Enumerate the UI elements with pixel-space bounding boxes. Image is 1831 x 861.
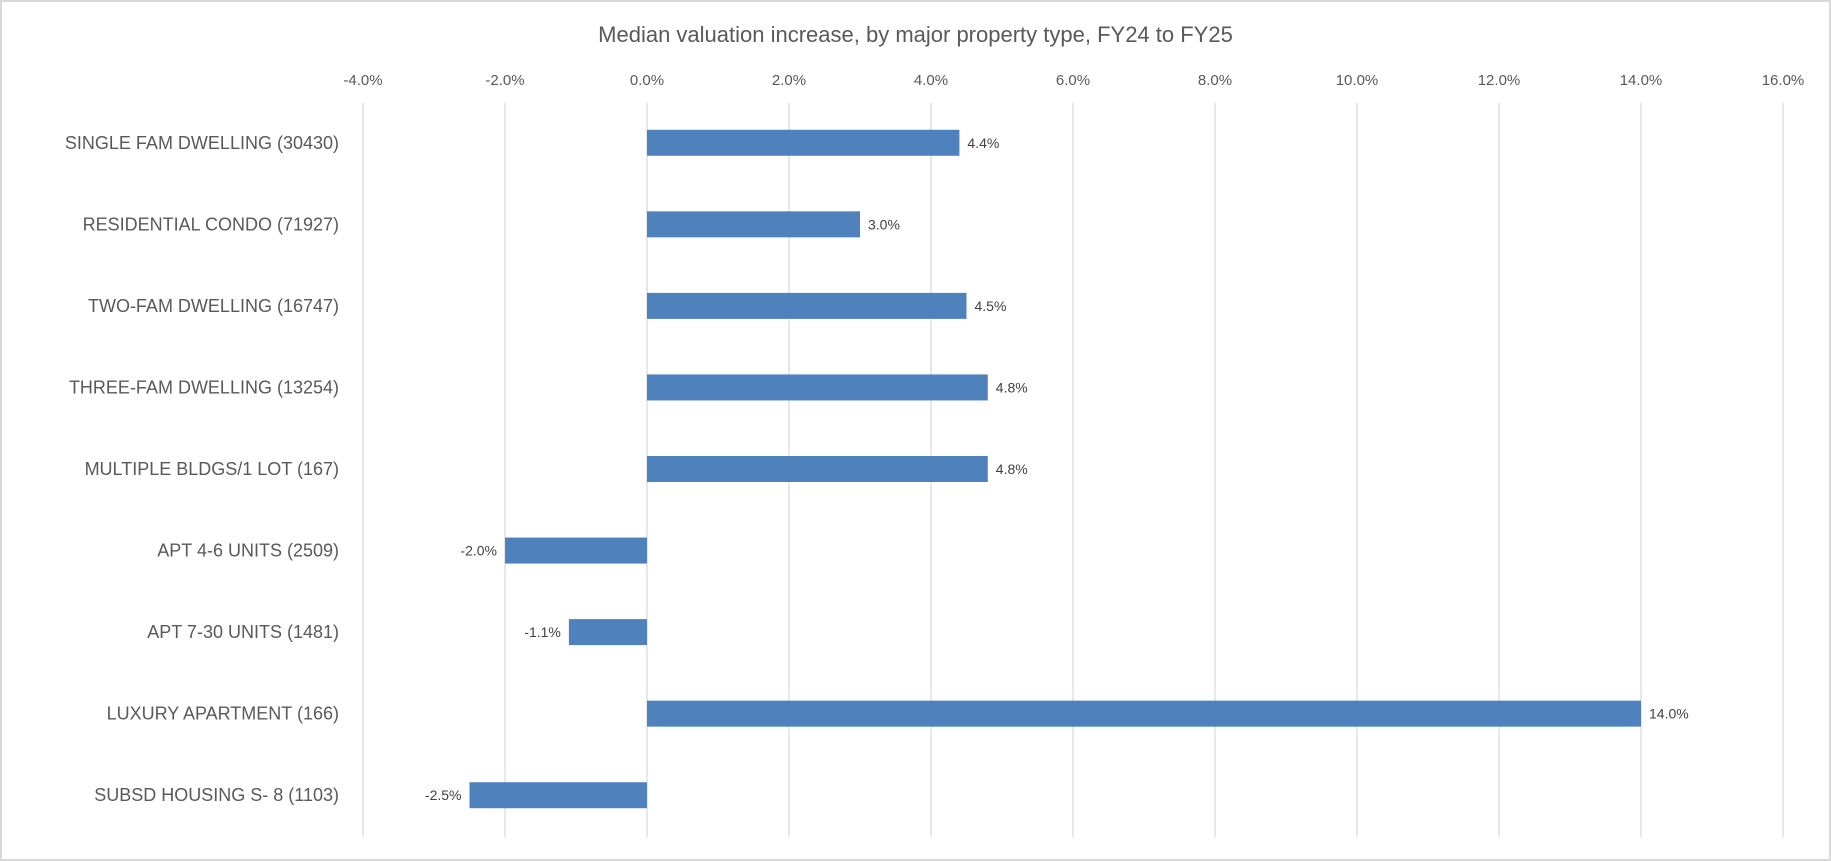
x-tick-label: 0.0%	[630, 72, 664, 89]
category-label: APT 4-6 UNITS (2509)	[157, 541, 339, 561]
category-label: SINGLE FAM DWELLING (30430)	[65, 133, 339, 153]
category-label: SUBSD HOUSING S- 8 (1103)	[94, 785, 339, 805]
x-tick-label: 2.0%	[772, 72, 806, 89]
bar	[647, 456, 988, 482]
data-label: -2.5%	[425, 787, 462, 803]
data-label: 14.0%	[1649, 706, 1689, 722]
x-tick-label: 8.0%	[1198, 72, 1232, 89]
category-label: RESIDENTIAL CONDO (71927)	[83, 214, 339, 234]
x-tick-label: 14.0%	[1620, 72, 1663, 89]
category-label: TWO-FAM DWELLING (16747)	[88, 296, 339, 316]
bar	[647, 700, 1641, 727]
data-label: -1.1%	[524, 624, 561, 640]
category-label: THREE-FAM DWELLING (13254)	[69, 377, 339, 397]
x-tick-label: 16.0%	[1762, 72, 1805, 89]
x-tick-label: -4.0%	[343, 72, 382, 89]
category-label: LUXURY APARTMENT (166)	[107, 704, 339, 724]
bar	[469, 782, 647, 809]
bar	[647, 129, 960, 156]
bar	[505, 537, 647, 564]
category-label: MULTIPLE BLDGS/1 LOT (167)	[85, 459, 339, 479]
data-label: 4.8%	[996, 461, 1028, 477]
x-tick-label: -2.0%	[485, 72, 524, 89]
data-label: 4.4%	[967, 135, 999, 151]
data-label: 4.8%	[996, 379, 1028, 395]
data-label: 3.0%	[868, 216, 900, 232]
bar	[647, 292, 967, 319]
x-tick-label: 6.0%	[1056, 72, 1090, 89]
bar	[647, 211, 860, 238]
x-tick-label: 10.0%	[1336, 72, 1379, 89]
data-label: 4.5%	[975, 298, 1007, 314]
data-label: -2.0%	[460, 543, 497, 559]
bar	[647, 374, 988, 401]
x-tick-label: 4.0%	[914, 72, 948, 89]
bar	[568, 619, 647, 646]
x-tick-label: 12.0%	[1478, 72, 1521, 89]
category-label: APT 7-30 UNITS (1481)	[147, 622, 339, 642]
chart-title: Median valuation increase, by major prop…	[598, 22, 1233, 47]
